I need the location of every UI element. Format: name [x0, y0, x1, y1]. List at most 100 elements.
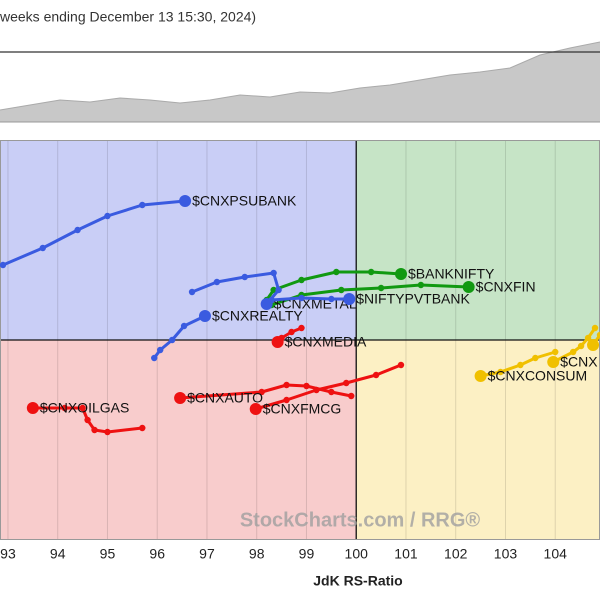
tail-point: [283, 381, 290, 389]
tail-point: [74, 226, 81, 234]
head-point: [474, 370, 487, 382]
x-tick-label: 98: [249, 546, 265, 562]
tail-point: [188, 288, 196, 296]
head-point: [343, 293, 356, 305]
head-point: [547, 356, 560, 368]
series-label: $BANKNIFTY: [408, 266, 495, 282]
tail-point: [517, 361, 524, 369]
tail-point: [79, 404, 86, 412]
tail-point: [333, 268, 340, 276]
quadrant-leading: [356, 140, 600, 340]
x-tick-label: 104: [544, 546, 568, 562]
tail-point: [532, 354, 539, 362]
tail-point: [377, 284, 385, 292]
x-tick-label: 103: [494, 546, 518, 562]
tail-point: [139, 424, 146, 432]
head-point: [26, 402, 39, 414]
tail-point: [156, 346, 164, 354]
x-tick-label: 102: [444, 546, 468, 562]
tail-point: [241, 273, 248, 281]
chart-title: weeks ending December 13 15:30, 2024): [0, 9, 256, 25]
tail-point: [298, 294, 305, 302]
tail-point: [328, 295, 335, 303]
x-tick-label: 94: [50, 546, 66, 562]
x-tick-label: 101: [394, 546, 418, 562]
tail-point: [372, 371, 380, 379]
tail-point: [303, 382, 310, 390]
head-point: [179, 195, 192, 207]
rrg-panel: 93 94 95 96 97 98 99 100 101 102 103 104 StockCharts…: [0, 140, 600, 589]
x-tick-label: 96: [149, 546, 165, 562]
head-point: [394, 268, 407, 280]
tail-point: [348, 392, 355, 400]
series-label: $CNXREALTY: [212, 308, 303, 324]
x-tick-label: 100: [345, 546, 369, 562]
tail-point: [275, 286, 282, 294]
tail-line: [271, 296, 350, 302]
tail-point: [270, 286, 277, 294]
tail-point: [180, 322, 188, 330]
tail-line: [271, 283, 469, 307]
tail-point: [213, 278, 221, 286]
tail-point: [104, 428, 111, 436]
series-label: $CNXFIN: [476, 279, 536, 295]
series-label: $NIFTYPVTBANK: [356, 291, 470, 307]
benchmark-line: [0, 41, 600, 111]
tail-point: [168, 336, 176, 344]
head-point: [462, 281, 475, 293]
tail-point: [343, 379, 350, 387]
tail-point: [313, 386, 320, 394]
head-point: [587, 339, 600, 351]
tail-point: [497, 368, 504, 376]
tail-point: [596, 331, 600, 339]
head-point: [271, 336, 284, 348]
tail-point: [270, 269, 277, 277]
tail-point: [84, 416, 91, 424]
tail-point: [367, 268, 375, 276]
series-label: $CNXCONSUM: [488, 368, 588, 384]
tail-point: [298, 276, 305, 284]
tail-point: [569, 348, 577, 356]
series-label: $CNXAUTO: [187, 390, 263, 406]
head-point: [174, 392, 187, 404]
tail-point: [151, 354, 158, 362]
head-point: [249, 403, 262, 415]
tail-point: [91, 426, 98, 434]
tail-point: [104, 212, 111, 220]
x-tick-label: 93: [0, 546, 16, 562]
tail-point: [397, 361, 405, 369]
tail-point: [577, 342, 585, 350]
benchmark-panel: [0, 41, 600, 123]
tail-point: [139, 201, 146, 209]
quadrant-lagging: [0, 340, 357, 540]
series-label: $CNXMEDIA: [285, 334, 367, 350]
series-label: $CNX: [560, 354, 598, 370]
head-point: [198, 310, 211, 322]
series-label: $CNXFMCG: [263, 401, 342, 417]
tail-point: [552, 348, 559, 356]
watermark: StockCharts.com / RRG®: [240, 509, 481, 531]
series-label: $CNXPSUBANK: [192, 193, 297, 209]
x-tick-label: 99: [299, 546, 315, 562]
tail-point: [39, 244, 46, 252]
tail-point: [61, 404, 68, 412]
tail-point: [268, 296, 275, 304]
tail-line: [255, 363, 402, 411]
x-axis-title: JdK RS-Ratio: [313, 573, 402, 589]
tail-point: [298, 324, 305, 332]
tail-point: [584, 334, 592, 342]
tail-line: [179, 383, 352, 400]
tail-point: [338, 286, 345, 294]
series-label: $CNXOILGAS: [40, 400, 129, 416]
tail-point: [288, 328, 295, 336]
tail-point: [0, 261, 7, 269]
tail-point: [258, 388, 265, 396]
tail-point: [328, 388, 335, 396]
tail-line: [2, 199, 186, 267]
tail-point: [283, 396, 290, 404]
tail-point: [417, 281, 425, 289]
tail-point: [591, 324, 599, 332]
benchmark-area: [0, 42, 600, 122]
x-tick-label: 97: [199, 546, 215, 562]
